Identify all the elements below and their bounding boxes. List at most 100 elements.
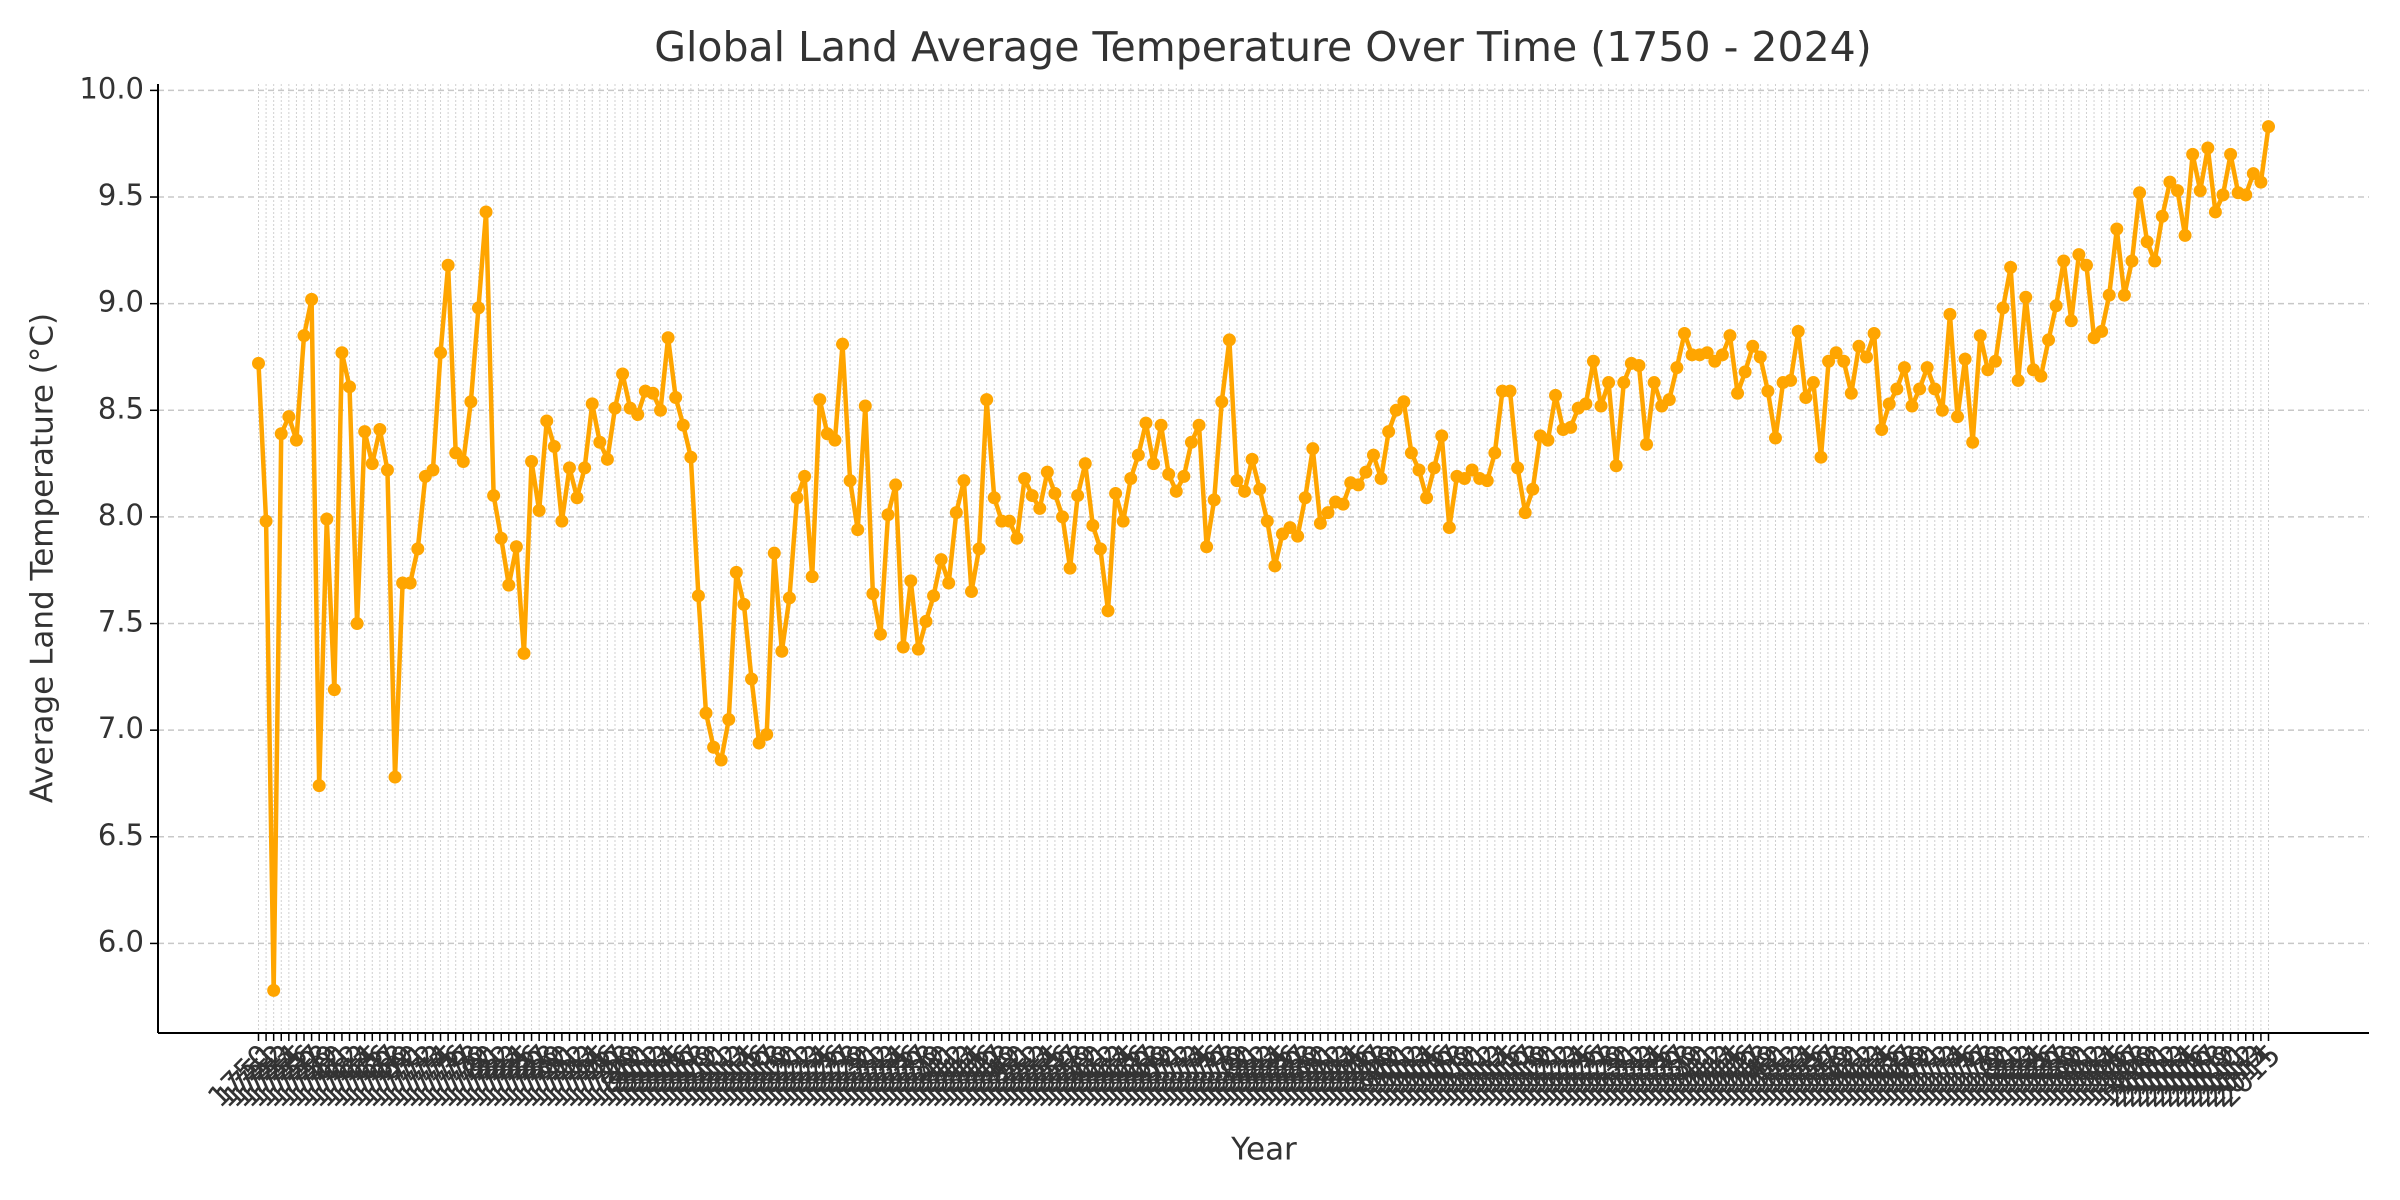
data-point [1586,354,1600,368]
data-point [1632,359,1646,373]
data-point [1131,448,1145,462]
data-point [616,367,630,381]
data-point [1147,457,1161,471]
data-point [843,474,857,488]
data-point [896,640,910,654]
data-point [365,457,379,471]
data-point [2019,290,2033,304]
data-point [980,393,994,407]
data-point [2178,228,2192,242]
data-point [305,292,319,306]
data-point [2155,209,2169,223]
data-point [358,425,372,439]
data-point [828,433,842,447]
data-point [1996,301,2010,315]
data-point [2246,167,2260,181]
grid [158,84,2369,1033]
data-point [1124,472,1138,486]
data-point [1336,497,1350,511]
data-point [297,329,311,343]
data-point [2034,369,2048,383]
data-point [987,491,1001,505]
data-point [441,258,455,272]
data-point [1662,393,1676,407]
data-point [714,753,728,767]
data-point [707,740,721,754]
data-point [1890,382,1904,396]
data-point [312,779,326,793]
data-point [267,983,281,997]
data-point [494,531,508,545]
y-axis-label: Average Land Temperature (°C) [25,313,61,803]
y-tick-label: 9.5 [98,178,144,212]
data-point [2072,248,2086,262]
data-point [1154,418,1168,432]
data-point [1822,354,1836,368]
data-point [1184,435,1198,449]
data-point [540,414,554,428]
data-point [1458,472,1471,486]
data-point [578,461,592,475]
data-point [1238,484,1252,498]
data-point [1321,506,1335,520]
data-point [2079,258,2093,272]
data-point [1109,486,1123,500]
data-point [1382,425,1396,439]
data-point [593,435,607,449]
data-point [502,578,516,592]
data-point [1875,422,1889,436]
data-point [851,523,865,537]
chart-title: Global Land Average Temperature Over Tim… [654,23,1872,71]
data-point [411,542,425,556]
data-point [661,331,675,345]
data-point [1799,390,1813,404]
data-point [608,401,622,415]
data-point [646,386,660,400]
data-point [631,408,645,422]
data-point [1905,399,1919,413]
data-point [1040,465,1054,479]
data-point [1943,307,1957,321]
data-point [1784,373,1798,387]
data-point [790,491,804,505]
data-point [1442,521,1456,535]
data-point [1306,442,1320,456]
data-point [1480,474,1494,488]
data-point [1412,463,1426,477]
data-point [517,646,531,660]
data-point [320,512,334,526]
data-point [1253,482,1267,496]
data-point [972,542,986,556]
data-point [388,770,402,784]
data-point [1981,363,1995,377]
data-point [1222,333,1236,347]
data-point [934,553,948,567]
data-point [798,469,812,483]
data-point [760,727,774,741]
data-point [1351,478,1365,492]
data-point [282,410,296,424]
data-point [1056,510,1069,524]
data-point [1245,452,1259,466]
data-point [1192,418,1206,432]
data-point [805,570,819,584]
data-point [1594,399,1608,413]
data-point [2125,254,2139,268]
data-point [2148,254,2162,268]
data-point [1207,493,1221,507]
data-point [1435,429,1449,443]
data-point [1829,346,1843,360]
data-point [767,546,781,560]
data-point [426,463,440,477]
data-point [1715,348,1729,362]
data-point [2186,147,2200,161]
data-point [547,440,561,454]
data-point [525,454,539,468]
data-point [1313,516,1327,530]
data-point [654,403,667,417]
data-point [2201,141,2215,155]
y-tick-label: 7.5 [98,605,144,639]
data-point [1359,465,1373,479]
data-point [449,446,463,460]
